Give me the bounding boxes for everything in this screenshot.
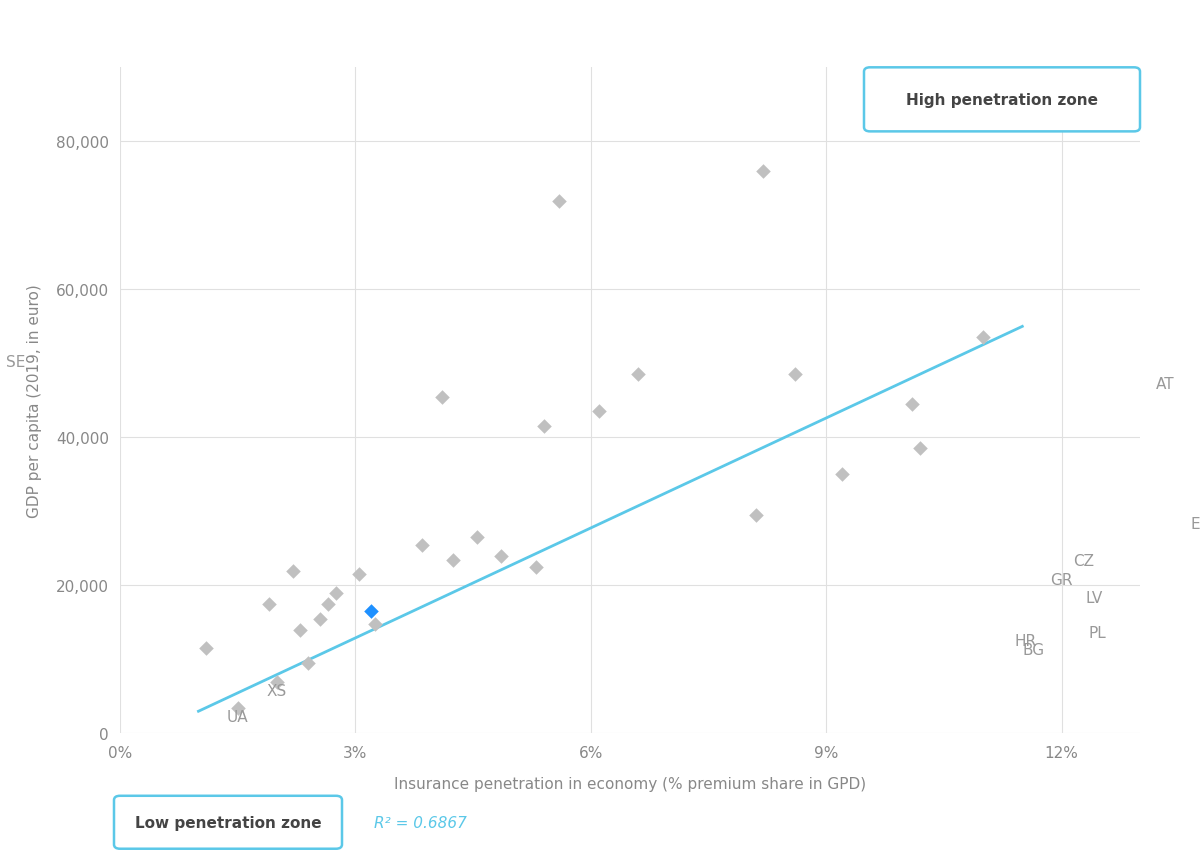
Point xyxy=(527,560,546,574)
Y-axis label: GDP per capita (2019, in euro): GDP per capita (2019, in euro) xyxy=(26,284,42,518)
Text: SE: SE xyxy=(6,354,26,369)
Point xyxy=(326,586,346,600)
Point xyxy=(629,368,648,382)
Point xyxy=(746,508,766,522)
Point xyxy=(318,597,337,611)
Point xyxy=(550,194,569,208)
Text: CZ: CZ xyxy=(1073,554,1094,569)
Text: R² = 0.6867: R² = 0.6867 xyxy=(373,815,467,830)
Point xyxy=(444,553,463,566)
Point xyxy=(413,538,432,552)
Point xyxy=(299,657,318,670)
Point xyxy=(432,391,451,404)
Text: GR: GR xyxy=(1050,572,1073,587)
Point xyxy=(259,597,278,611)
Text: Low penetration zone: Low penetration zone xyxy=(134,815,322,830)
Text: HR: HR xyxy=(1014,634,1037,648)
Text: LV: LV xyxy=(1085,591,1103,606)
Point xyxy=(349,568,368,582)
Point xyxy=(902,397,922,411)
Point xyxy=(911,442,930,456)
Point xyxy=(785,368,804,382)
Point xyxy=(361,605,380,618)
Point xyxy=(290,624,310,637)
Point xyxy=(833,468,852,482)
Point xyxy=(754,165,773,178)
Point xyxy=(283,564,302,577)
Point xyxy=(228,701,247,715)
Text: PL: PL xyxy=(1090,625,1106,641)
Point xyxy=(197,641,216,655)
Text: UA: UA xyxy=(227,709,248,724)
Text: ES: ES xyxy=(1190,517,1200,531)
Text: XS: XS xyxy=(266,683,287,698)
Point xyxy=(268,675,287,688)
Point xyxy=(534,420,553,433)
Text: BG: BG xyxy=(1022,642,1044,658)
Point xyxy=(973,331,992,345)
Point xyxy=(491,549,510,563)
Point xyxy=(365,618,384,631)
Point xyxy=(311,612,330,626)
Point xyxy=(589,405,608,419)
Text: High penetration zone: High penetration zone xyxy=(906,93,1098,107)
Text: AT: AT xyxy=(1156,376,1175,392)
Point xyxy=(468,531,487,544)
X-axis label: Insurance penetration in economy (% premium share in GPD): Insurance penetration in economy (% prem… xyxy=(394,776,866,792)
